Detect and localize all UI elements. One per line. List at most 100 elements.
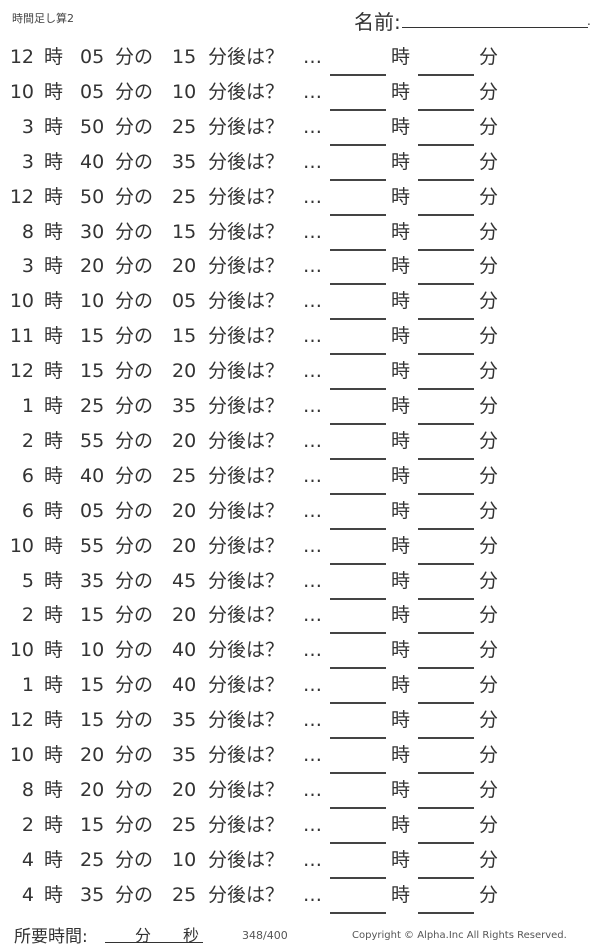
answer-minute-blank[interactable]	[418, 632, 474, 635]
added-minutes: 20	[172, 255, 197, 278]
answer-minute-blank[interactable]	[418, 318, 474, 321]
answer-minute-blank[interactable]	[418, 841, 474, 844]
answer-minute-blank[interactable]	[418, 178, 474, 181]
hour-unit: 時	[44, 80, 64, 103]
answer-hour-blank[interactable]	[330, 353, 386, 356]
minute-of-label: 分の	[115, 150, 154, 173]
start-minute: 40	[80, 464, 105, 487]
answer-minute-blank[interactable]	[418, 597, 474, 600]
after-question: 分後は？	[208, 464, 285, 487]
after-question: 分後は？	[208, 639, 285, 662]
answer-hour-blank[interactable]	[330, 492, 386, 495]
added-minutes: 35	[172, 709, 197, 732]
answer-minute-blank[interactable]	[418, 772, 474, 774]
answer-hour-blank[interactable]	[330, 143, 386, 146]
answer-hour-blank[interactable]	[330, 248, 386, 251]
start-minute: 40	[80, 150, 105, 173]
after-question: 分後は？	[208, 360, 285, 383]
answer-hour-blank[interactable]	[330, 423, 386, 425]
answer-hour-blank[interactable]	[330, 632, 386, 635]
hour-unit: 時	[44, 499, 64, 522]
answer-hour-blank[interactable]	[330, 876, 386, 879]
answer-hour-blank[interactable]	[330, 527, 386, 530]
answer-minute-unit: 分	[479, 499, 499, 522]
problem-row: 8 時 20 分の 20 分後は？… 時分	[0, 778, 600, 812]
answer-hour-blank[interactable]	[330, 74, 386, 76]
after-question: 分後は？	[208, 46, 285, 68]
hour-unit: 時	[44, 185, 64, 208]
answer-hour-blank[interactable]	[330, 283, 386, 286]
answer-minute-blank[interactable]	[418, 248, 474, 251]
answer-hour-blank[interactable]	[330, 702, 386, 705]
ellipsis: …	[303, 674, 322, 697]
start-hour: 3	[21, 115, 34, 138]
name-label: 名前:	[354, 10, 401, 34]
answer-hour-blank[interactable]	[330, 911, 386, 914]
start-minute: 25	[80, 848, 105, 871]
answer-minute-blank[interactable]	[418, 806, 474, 809]
answer-minute-blank[interactable]	[418, 911, 474, 914]
problem-row: 8 時 30 分の 15 分後は？… 時分	[0, 220, 600, 254]
hour-unit: 時	[44, 778, 64, 801]
hour-unit: 時	[44, 744, 64, 766]
ellipsis: …	[303, 464, 322, 487]
answer-hour-blank[interactable]	[330, 213, 386, 216]
answer-hour-blank[interactable]	[330, 772, 386, 774]
answer-minute-blank[interactable]	[418, 143, 474, 146]
minute-of-label: 分の	[115, 395, 154, 417]
answer-minute-unit: 分	[479, 744, 499, 766]
answer-hour-blank[interactable]	[330, 737, 386, 740]
time-minutes-label: 分	[135, 926, 152, 945]
minute-of-label: 分の	[115, 429, 154, 452]
problem-row: 12 時 15 分の 35 分後は？ … 時 分	[0, 708, 600, 742]
ellipsis: …	[303, 290, 322, 313]
answer-hour-blank[interactable]	[330, 667, 386, 670]
answer-hour-blank[interactable]	[330, 318, 386, 321]
answer-minute-blank[interactable]	[418, 74, 474, 76]
answer-hour-blank[interactable]	[330, 806, 386, 809]
problem-row: 4 時 35 分の 25 分後は？… 時分	[0, 883, 600, 917]
after-question: 分後は？	[208, 778, 285, 801]
answer-minute-blank[interactable]	[418, 562, 474, 565]
added-minutes: 20	[172, 778, 197, 801]
answer-minute-blank[interactable]	[418, 527, 474, 530]
answer-minute-unit: 分	[479, 709, 499, 732]
answer-hour-blank[interactable]	[330, 457, 386, 460]
name-field[interactable]	[402, 27, 588, 28]
answer-hour-unit: 時	[391, 813, 411, 836]
start-hour: 4	[21, 883, 34, 906]
answer-minute-blank[interactable]	[418, 108, 474, 111]
answer-minute-blank[interactable]	[418, 702, 474, 705]
minute-of-label: 分の	[115, 848, 154, 871]
answer-hour-blank[interactable]	[330, 562, 386, 565]
answer-minute-blank[interactable]	[418, 876, 474, 879]
answer-hour-blank[interactable]	[330, 178, 386, 181]
ellipsis: …	[303, 80, 322, 103]
start-hour: 1	[21, 395, 34, 417]
answer-minute-unit: 分	[479, 429, 499, 452]
problem-row: 3 時 50 分の 25 分後は？… 時分	[0, 115, 600, 149]
answer-minute-blank[interactable]	[418, 353, 474, 356]
time-taken-field[interactable]	[105, 942, 203, 943]
ellipsis: …	[303, 325, 322, 348]
answer-minute-blank[interactable]	[418, 667, 474, 670]
answer-hour-blank[interactable]	[330, 388, 386, 391]
answer-minute-blank[interactable]	[418, 388, 474, 391]
answer-minute-blank[interactable]	[418, 737, 474, 740]
answer-hour-blank[interactable]	[330, 597, 386, 600]
answer-minute-blank[interactable]	[418, 423, 474, 425]
problem-row: 10 時 55 分の 20 分後は？ … 時 分	[0, 534, 600, 568]
answer-hour-blank[interactable]	[330, 108, 386, 111]
minute-of-label: 分の	[115, 115, 154, 138]
answer-hour-unit: 時	[391, 778, 411, 801]
answer-minute-blank[interactable]	[418, 213, 474, 216]
start-minute: 10	[80, 290, 105, 313]
minute-of-label: 分の	[115, 778, 154, 801]
answer-hour-blank[interactable]	[330, 841, 386, 844]
hour-unit: 時	[44, 639, 64, 662]
answer-minute-blank[interactable]	[418, 492, 474, 495]
answer-minute-blank[interactable]	[418, 283, 474, 286]
answer-hour-unit: 時	[391, 46, 411, 68]
start-hour: 2	[21, 429, 34, 452]
answer-minute-blank[interactable]	[418, 457, 474, 460]
